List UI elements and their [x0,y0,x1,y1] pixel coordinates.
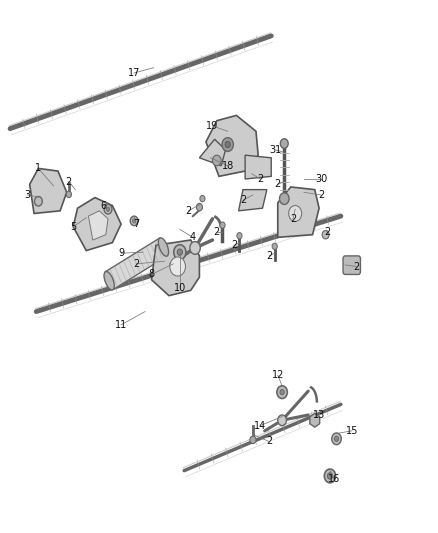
Ellipse shape [104,271,114,290]
Polygon shape [73,198,121,251]
Circle shape [332,433,341,445]
Circle shape [225,141,230,148]
Text: 2: 2 [214,227,220,237]
Text: 16: 16 [328,474,340,483]
Text: 11: 11 [115,320,127,330]
Text: 2: 2 [240,195,246,205]
Circle shape [132,219,136,223]
Text: 18: 18 [222,161,234,171]
Text: 2: 2 [275,179,281,189]
Text: 2: 2 [353,262,359,271]
Text: 13: 13 [313,410,325,420]
Text: 2: 2 [231,240,237,251]
Circle shape [322,230,329,239]
Circle shape [277,386,287,399]
Circle shape [170,257,185,276]
Circle shape [334,436,339,441]
Circle shape [196,204,202,211]
Text: 2: 2 [257,174,264,184]
Ellipse shape [158,238,169,256]
Polygon shape [245,155,271,179]
Circle shape [174,245,186,260]
Circle shape [250,436,256,443]
Polygon shape [206,115,258,176]
Polygon shape [239,190,267,211]
Text: 2: 2 [266,437,272,447]
Polygon shape [30,168,67,214]
Circle shape [212,155,221,166]
Circle shape [130,216,138,225]
Circle shape [190,241,200,254]
Text: 30: 30 [315,174,327,184]
Text: 2: 2 [185,206,192,216]
Circle shape [324,469,336,483]
Text: 4: 4 [190,232,196,243]
Polygon shape [152,240,199,296]
Text: 19: 19 [206,121,219,131]
Text: 14: 14 [254,421,266,431]
Circle shape [222,138,233,151]
Text: 17: 17 [128,68,140,78]
Circle shape [200,196,205,202]
Circle shape [66,191,71,198]
Circle shape [278,415,286,425]
Circle shape [106,207,110,212]
Circle shape [279,193,289,205]
Polygon shape [278,187,319,237]
Text: 9: 9 [118,248,124,259]
Text: 3: 3 [25,190,31,200]
Text: 2: 2 [133,259,139,269]
Text: 5: 5 [70,222,76,232]
Text: 12: 12 [272,370,284,380]
Text: 15: 15 [346,426,358,436]
Polygon shape [88,211,108,240]
Circle shape [177,249,183,255]
Polygon shape [106,238,167,289]
Text: 1: 1 [35,164,42,173]
Circle shape [220,222,225,228]
Circle shape [289,206,302,221]
Circle shape [327,473,332,479]
Text: 7: 7 [133,219,139,229]
Circle shape [272,243,277,249]
Text: 31: 31 [269,145,282,155]
Text: 10: 10 [174,282,186,293]
Text: 8: 8 [148,270,155,279]
Circle shape [104,205,112,214]
Circle shape [35,197,42,206]
Text: 2: 2 [318,190,325,200]
Polygon shape [199,139,226,166]
Circle shape [280,139,288,148]
Text: 2: 2 [66,176,72,187]
Text: 2: 2 [266,251,272,261]
FancyBboxPatch shape [343,256,360,274]
Circle shape [237,232,242,239]
Text: 2: 2 [290,214,296,224]
Text: 2: 2 [325,227,331,237]
Circle shape [280,390,284,395]
Text: 6: 6 [101,200,107,211]
